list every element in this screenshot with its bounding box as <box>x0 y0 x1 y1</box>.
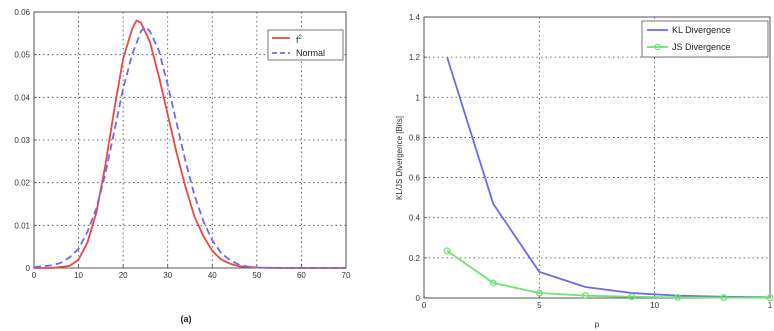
y-tick-label: 0.6 <box>409 174 421 183</box>
chart-b: 0 5 10 100.20.40.60.811.21.4 KL Divergence … <box>395 13 774 329</box>
data-point-js-divergence <box>489 279 497 287</box>
chart-b-legend: KL Divergence JS Divergence <box>641 20 769 58</box>
data-point-js-divergence <box>628 293 636 301</box>
legend-label-normal: Normal <box>296 48 325 58</box>
y-tick-label: 1.4 <box>409 13 421 22</box>
data-point-js-divergence <box>674 293 682 301</box>
chart-b-plot-area <box>423 16 771 299</box>
series-line-normal <box>33 25 346 269</box>
legend-label-kl: KL Divergence <box>672 25 731 35</box>
legend-marker-js <box>654 43 661 51</box>
x-tick-label: 0 <box>32 271 37 280</box>
chart-a-legend: f2 Normal <box>267 29 344 61</box>
legend-label-js: JS Divergence <box>672 42 731 52</box>
y-tick-label: 0.2 <box>409 254 421 263</box>
chart-a-legend-box <box>267 29 344 61</box>
chart-b-lines <box>443 56 774 302</box>
y-tick-label: 0 <box>416 294 421 303</box>
data-point-js-divergence <box>766 294 774 302</box>
y-tick-label: 1 <box>416 93 421 102</box>
x-tick-label: 5 <box>537 301 542 310</box>
legend-label-f: f2 <box>296 35 303 45</box>
y-tick-label: 0.4 <box>409 214 421 223</box>
series-line-f <box>34 19 346 269</box>
chart-b-legend-box <box>641 20 769 58</box>
panel-label-a: (a) <box>181 314 192 324</box>
y-tick-label: 0.02 <box>14 179 30 188</box>
x-tick-label: 50 <box>252 271 261 280</box>
x-tick-label: 1 <box>768 301 773 310</box>
data-point-js-divergence <box>535 289 543 297</box>
x-tick-label: 30 <box>163 271 172 280</box>
x-tick-label: 10 <box>74 271 83 280</box>
series-line-kl-divergence <box>446 56 771 299</box>
y-tick-label: 0.06 <box>14 8 30 17</box>
x-tick-label: 0 <box>422 301 427 310</box>
y-tick-label: 0.05 <box>14 51 30 60</box>
x-tick-label: 40 <box>208 271 217 280</box>
data-point-js-divergence <box>443 247 451 255</box>
x-tick-label: 10 <box>650 301 659 310</box>
data-point-js-divergence <box>720 294 728 302</box>
x-tick-label: 60 <box>297 271 306 280</box>
chart-b-ylabel: KL/JS Divergence [Bits] <box>395 116 404 200</box>
x-tick-label: 20 <box>119 271 128 280</box>
data-point-js-divergence <box>582 292 589 300</box>
y-tick-label: 0.04 <box>14 93 30 102</box>
y-tick-label: 0.01 <box>14 221 30 230</box>
series-line-js-divergence <box>446 250 771 299</box>
chart-a-lines <box>33 19 346 269</box>
y-tick-label: 0.03 <box>14 136 30 145</box>
y-tick-label: 0.8 <box>409 133 421 142</box>
x-tick-label: 70 <box>342 271 351 280</box>
chart-b-xlabel: p <box>595 320 600 329</box>
chart-a: 0 10 20 30 40 50 60 70 0 0.01 0.02 0.03 0.04 0.05 0.06… <box>14 8 351 324</box>
y-tick-label: 1.2 <box>409 53 421 62</box>
y-tick-label: 0 <box>26 264 31 273</box>
